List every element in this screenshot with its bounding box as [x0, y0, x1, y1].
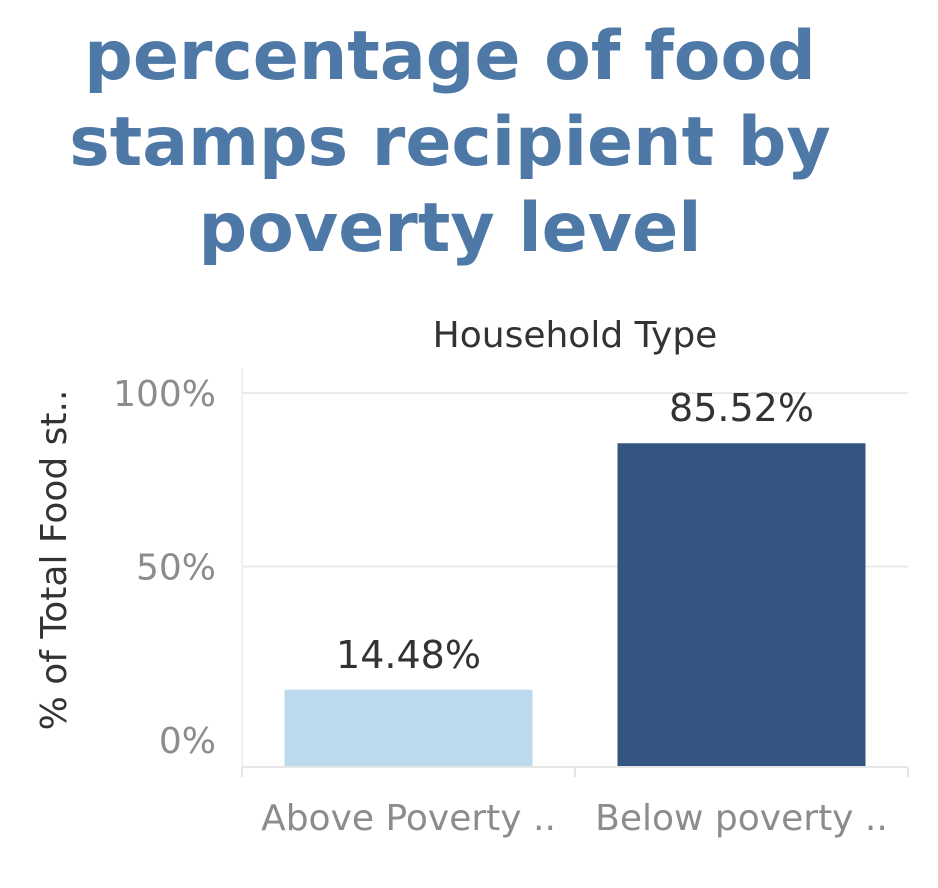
chart-title-line-1: percentage of food	[84, 17, 816, 96]
bar-below-poverty[interactable]	[617, 443, 866, 767]
bar-above-poverty[interactable]	[284, 689, 533, 767]
x-tick-labels: Above Poverty .. Below poverty ..	[261, 798, 888, 839]
data-label-above-poverty: 14.48%	[336, 633, 481, 677]
data-label-below-poverty: 85.52%	[669, 386, 814, 430]
y-tick-label-100: 100%	[113, 374, 216, 415]
data-labels: 14.48% 85.52%	[336, 386, 814, 677]
chart-title-line-3: poverty level	[198, 189, 702, 268]
y-tick-label-50: 50%	[136, 548, 216, 589]
chart-title: percentage of food stamps recipient by p…	[0, 14, 900, 272]
column-header: Household Type	[433, 315, 718, 356]
y-tick-label-0: 0%	[159, 721, 216, 762]
y-axis-title: % of Total Food st..	[34, 390, 75, 731]
chart-title-line-2: stamps recipient by	[69, 103, 831, 182]
x-tick-label-above-poverty: Above Poverty ..	[261, 798, 556, 839]
y-tick-labels: 0% 50% 100%	[113, 374, 216, 762]
bars	[284, 443, 866, 767]
x-tick-label-below-poverty: Below poverty ..	[595, 798, 888, 839]
